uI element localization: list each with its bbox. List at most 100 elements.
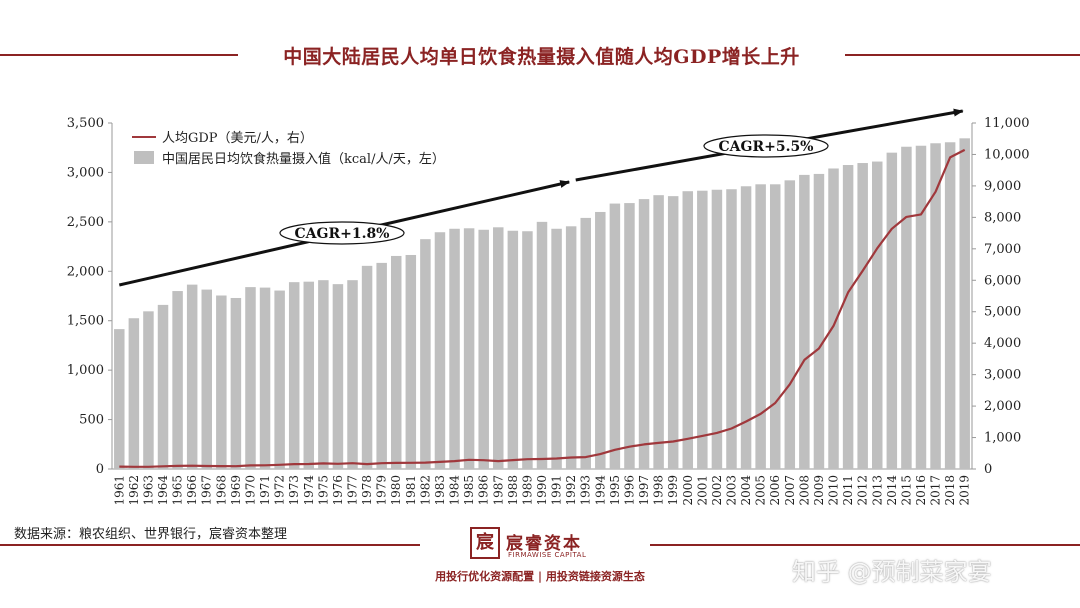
- calorie-bar: [682, 191, 694, 469]
- calorie-bar: [959, 138, 970, 469]
- y-left-tick-label: 0: [96, 462, 104, 477]
- calorie-bar: [886, 152, 898, 469]
- x-tick-label: 2014: [885, 475, 899, 506]
- calorie-bar: [828, 168, 839, 469]
- y-right-tick-label: 11,000: [984, 116, 1030, 131]
- y-left-tick-label: 1,000: [67, 363, 104, 378]
- calorie-bar: [580, 217, 591, 469]
- y-right-tick-label: 5,000: [984, 305, 1021, 320]
- x-tick-label: 1966: [185, 475, 199, 506]
- x-tick-label: 2016: [914, 475, 928, 506]
- calorie-bar: [157, 304, 169, 469]
- x-tick-label: 1981: [404, 475, 418, 506]
- x-tick-label: 1977: [346, 475, 360, 506]
- footer-rule-right: [650, 544, 1080, 546]
- calorie-bar: [478, 229, 489, 469]
- watermark: 知乎 @预制菜家宴: [792, 558, 992, 586]
- calorie-bar: [667, 196, 679, 469]
- x-tick-label: 2017: [929, 475, 943, 506]
- calorie-bar: [347, 280, 358, 469]
- x-tick-label: 2001: [695, 475, 709, 506]
- calorie-bar: [186, 284, 198, 469]
- calorie-bar: [361, 265, 373, 469]
- x-tick-label: 1988: [506, 475, 520, 506]
- x-tick-label: 2011: [841, 475, 855, 506]
- x-tick-label: 1962: [127, 475, 141, 506]
- x-tick-label: 1979: [375, 475, 389, 506]
- calorie-bar: [332, 284, 344, 469]
- calorie-bar: [128, 318, 140, 469]
- calorie-bar: [230, 297, 242, 469]
- x-tick-label: 1980: [389, 475, 403, 506]
- calorie-bar: [522, 231, 533, 469]
- calorie-bar: [565, 226, 577, 469]
- calorie-bar: [726, 189, 737, 469]
- logo-english-name: FIRMAWISE CAPITAL: [508, 551, 587, 559]
- x-tick-label: 2013: [870, 475, 884, 506]
- x-tick-label: 1968: [214, 475, 228, 506]
- x-tick-label: 1998: [652, 475, 666, 506]
- calorie-bar: [449, 228, 460, 469]
- cagr-badge-label: CAGR+5.5%: [719, 139, 814, 155]
- logo-seal-icon: 宸: [470, 527, 500, 559]
- calorie-bar: [624, 203, 635, 469]
- x-tick-label: 1964: [156, 475, 170, 506]
- calorie-bar: [711, 189, 723, 469]
- y-left-tick-label: 500: [79, 413, 104, 428]
- calorie-bar: [172, 291, 183, 469]
- calorie-bar: [463, 228, 475, 469]
- x-tick-label: 1990: [535, 475, 549, 506]
- bars-layer: [114, 138, 970, 470]
- calorie-bar: [274, 290, 285, 469]
- calorie-gdp-chart: 0 500 1,000 1,500 2,000 2,500 3,000 3,500 0 1,000…: [67, 108, 1030, 506]
- calorie-bar: [114, 329, 125, 469]
- calorie-bar: [318, 280, 329, 469]
- calorie-bar: [216, 295, 227, 469]
- x-tick-label: 1961: [112, 475, 126, 506]
- gdp-line: [119, 148, 966, 468]
- header-rule-right: [845, 54, 1080, 56]
- y-right-tick-label: 2,000: [984, 399, 1021, 414]
- x-tick-label: 1985: [462, 475, 476, 506]
- y-left-tick-label: 3,000: [67, 165, 104, 180]
- y-right-tick-label: 9,000: [984, 179, 1021, 194]
- footer-slogan: 用投行优化资源配置 | 用投资链接资源生态: [435, 570, 645, 583]
- y-left-tick-label: 2,000: [67, 264, 104, 279]
- calorie-bar: [799, 174, 810, 469]
- y-right-tick-label: 1,000: [984, 431, 1021, 446]
- x-tick-label: 1996: [622, 475, 636, 506]
- x-tick-label: 1987: [491, 475, 505, 506]
- line-layer: [119, 148, 966, 468]
- x-tick-label: 1972: [273, 475, 287, 506]
- x-tick-label: 1989: [520, 475, 534, 506]
- x-tick-label: 1992: [564, 475, 578, 506]
- x-tick-label: 1963: [141, 475, 155, 506]
- x-tick-label: 1983: [433, 475, 447, 506]
- x-tick-label: 1967: [200, 475, 214, 506]
- x-tick-label: 1975: [316, 475, 330, 506]
- calorie-bar: [872, 161, 883, 469]
- calorie-bar: [697, 190, 708, 469]
- calorie-bar: [755, 184, 766, 469]
- calorie-bar: [245, 287, 256, 469]
- calorie-bar: [595, 211, 606, 469]
- calorie-bar: [259, 287, 271, 469]
- calorie-bar: [901, 146, 912, 469]
- x-tick-label: 1974: [302, 475, 316, 506]
- annotation-layer: CAGR+1.8% CAGR+5.5%: [118, 108, 964, 287]
- calorie-bar: [405, 254, 417, 469]
- source-note: 数据来源：粮农组织、世界银行，宸睿资本整理: [14, 527, 288, 542]
- y-left-tick-label: 3,500: [67, 116, 104, 131]
- y-right-tick-label: 3,000: [984, 368, 1021, 383]
- brand-logo: 宸 宸睿资本 FIRMAWISE CAPITAL: [470, 527, 630, 563]
- legend-label-gdp: 人均GDP（美元/人，右）: [162, 131, 313, 146]
- x-tick-label: 2000: [681, 475, 695, 506]
- y-right-tick-label: 4,000: [984, 336, 1021, 351]
- calorie-bar: [842, 165, 854, 469]
- calorie-bar: [638, 199, 650, 469]
- calorie-bar: [376, 262, 387, 469]
- y-right-tick-label: 10,000: [984, 147, 1030, 162]
- x-tick-label: 2003: [724, 475, 738, 506]
- x-tick-label: 2005: [754, 475, 768, 506]
- y-right-tick-label: 0: [984, 462, 992, 477]
